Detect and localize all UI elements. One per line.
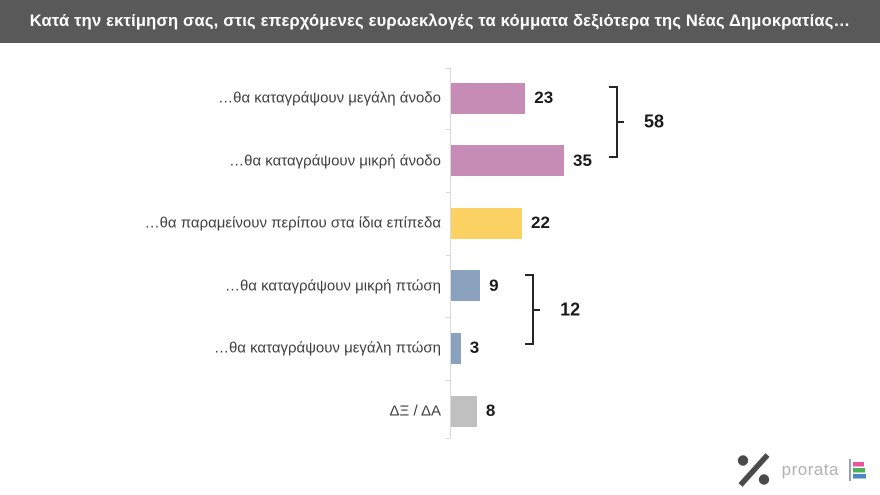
bar-1 (451, 145, 565, 177)
prorata-logo: prorata (736, 453, 866, 487)
bracket-mid-tick (616, 120, 625, 123)
value-label: 3 (469, 338, 480, 358)
y-axis-line (450, 68, 451, 438)
axis-tick (446, 68, 450, 69)
category-label: …θα καταγράψουν μικρή άνοδο (229, 152, 441, 170)
value-label: 23 (534, 88, 554, 107)
axis-tick (446, 129, 450, 131)
axis-tick (446, 191, 450, 193)
group-bracket (525, 273, 541, 346)
bar-2 (451, 207, 523, 239)
axis-tick (446, 379, 450, 381)
bar-0 (451, 82, 526, 114)
axis-tick (446, 254, 450, 256)
category-label: …θα καταγράψουν μεγάλη πτώση (213, 339, 441, 357)
group-sum-label: 58 (644, 111, 665, 132)
brand-name: prorata (781, 460, 839, 479)
category-label: …θα καταγράψουν μικρή πτώση (224, 277, 441, 295)
bar-3 (451, 270, 481, 302)
bracket-mid-tick (532, 308, 541, 311)
value-label: 22 (531, 213, 550, 233)
percent-icon (737, 453, 770, 487)
group-bracket (609, 86, 625, 158)
bar-4 (451, 332, 461, 364)
value-label: 35 (573, 150, 592, 170)
bar-chart-icon (849, 459, 866, 481)
group-sum-label: 12 (560, 299, 581, 320)
axis-tick (446, 438, 450, 439)
chart-title-bar: Κατά την εκτίμηση σας, στις επερχόμενες … (0, 0, 880, 43)
bar-5 (451, 395, 477, 427)
plot-area: …θα καταγράψουν μεγάλη άνοδο 23 …θα καταγρ… (0, 43, 880, 443)
value-label: 8 (485, 401, 496, 420)
category-label: …θα παραμείνουν περίπου στα ίδια επίπεδα (144, 214, 441, 232)
category-label: ΔΞ / ΔΑ (389, 402, 441, 420)
value-label: 9 (489, 275, 499, 295)
chart-title: Κατά την εκτίμηση σας, στις επερχόμενες … (29, 12, 851, 30)
category-label: …θα καταγράψουν μεγάλη άνοδο (218, 89, 441, 107)
axis-tick (446, 317, 450, 319)
